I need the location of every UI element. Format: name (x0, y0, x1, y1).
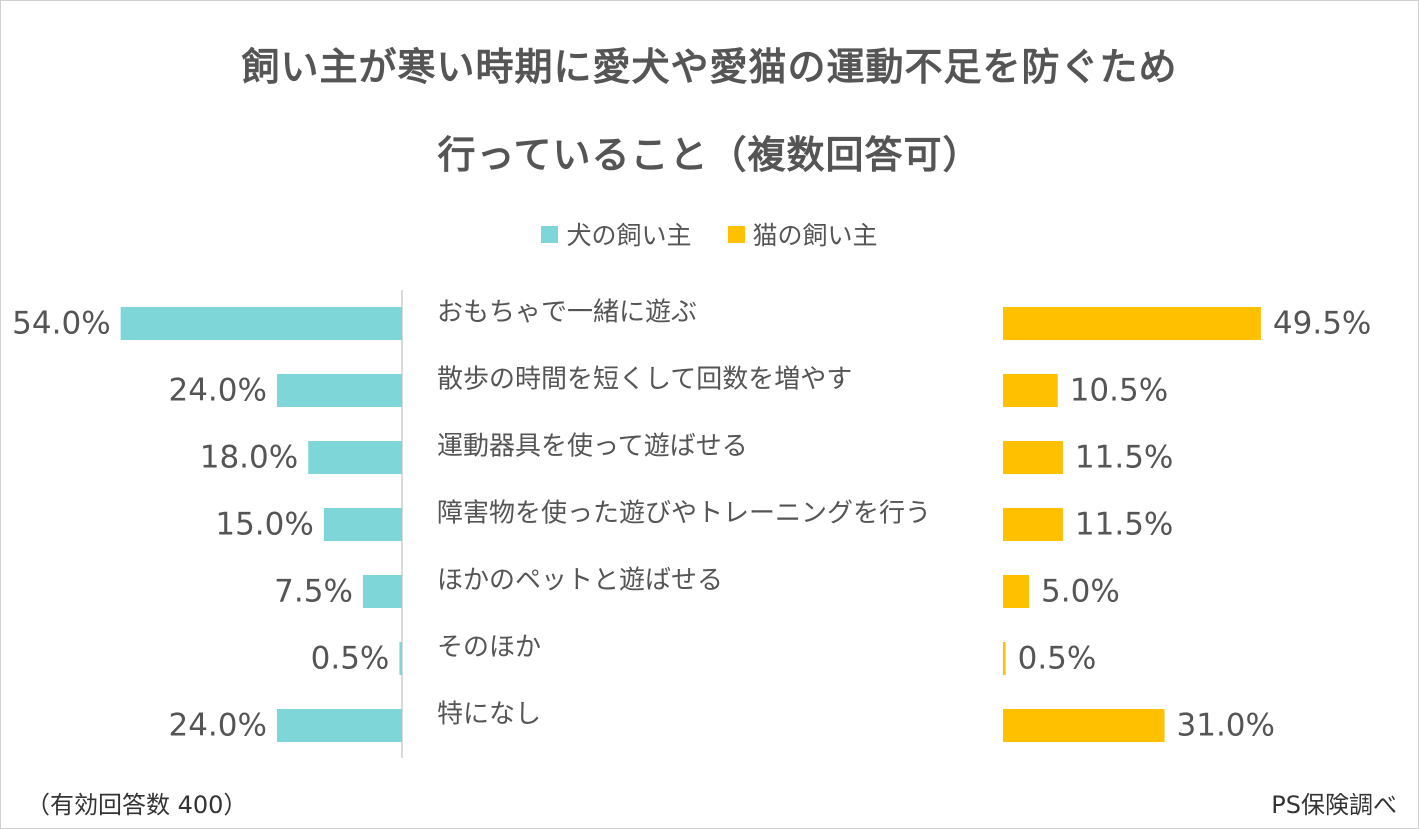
cat-value-label-0: 49.5% (1273, 306, 1371, 342)
dog-bar-0 (120, 307, 402, 340)
category-label-2: 運動器具を使って遊ばせる (437, 432, 748, 462)
category-label-3: 障害物を使った遊びやトレーニングを行う (437, 499, 931, 529)
dog-value-label-3: 15.0% (215, 507, 313, 543)
category-label-5: そのほか (437, 633, 541, 663)
dog-value-label-4: 7.5% (274, 574, 353, 610)
dog-value-label-0: 54.0% (12, 306, 110, 342)
legend-item-dog: 犬の飼い主 (541, 216, 692, 252)
dog-bar-1 (276, 374, 402, 407)
dog-bar-3 (323, 508, 402, 541)
cat-bar-4 (1003, 575, 1030, 608)
dog-value-label-1: 24.0% (168, 373, 266, 409)
category-label-6: 特になし (437, 700, 541, 730)
legend-label-cat: 猫の飼い主 (752, 221, 878, 250)
category-label-1: 散歩の時間を短くして回数を増やす (437, 365, 852, 395)
category-label-0: おもちゃで一緒に遊ぶ (437, 298, 697, 328)
dog-bar-5 (399, 642, 402, 675)
dog-bar-6 (276, 709, 402, 742)
cat-bar-2 (1003, 441, 1063, 474)
dog-bar-4 (362, 575, 402, 608)
cat-bar-3 (1003, 508, 1063, 541)
legend-label-dog: 犬の飼い主 (566, 221, 692, 250)
sample-size-note: （有効回答数 400） (26, 791, 248, 819)
dog-value-label-5: 0.5% (311, 641, 390, 677)
cat-value-label-4: 5.0% (1041, 574, 1120, 610)
cat-value-label-6: 31.0% (1177, 708, 1275, 744)
cat-bar-1 (1003, 374, 1058, 407)
legend-swatch-cat (727, 225, 745, 243)
cat-value-label-1: 10.5% (1070, 373, 1168, 409)
chart-title-line2: 行っていること（複数回答可） (437, 133, 982, 177)
dog-value-label-6: 24.0% (168, 708, 266, 744)
cat-bar-6 (1003, 709, 1165, 742)
source-note: PS保険調べ (1271, 791, 1397, 819)
chart-title-line1: 飼い主が寒い時期に愛犬や愛猫の運動不足を防ぐため (241, 45, 1178, 89)
cat-bar-5 (1003, 642, 1006, 675)
dog-bar-2 (308, 441, 402, 474)
dog-value-label-2: 18.0% (200, 440, 298, 476)
cat-bar-0 (1003, 307, 1261, 340)
legend-item-cat: 猫の飼い主 (727, 216, 878, 252)
legend-swatch-dog (541, 225, 559, 243)
legend: 犬の飼い主 猫の飼い主 (0, 216, 1419, 252)
cat-value-label-5: 0.5% (1018, 641, 1097, 677)
category-label-4: ほかのペットと遊ばせる (437, 566, 723, 596)
cat-value-label-3: 11.5% (1075, 507, 1173, 543)
cat-value-label-2: 11.5% (1075, 440, 1173, 476)
